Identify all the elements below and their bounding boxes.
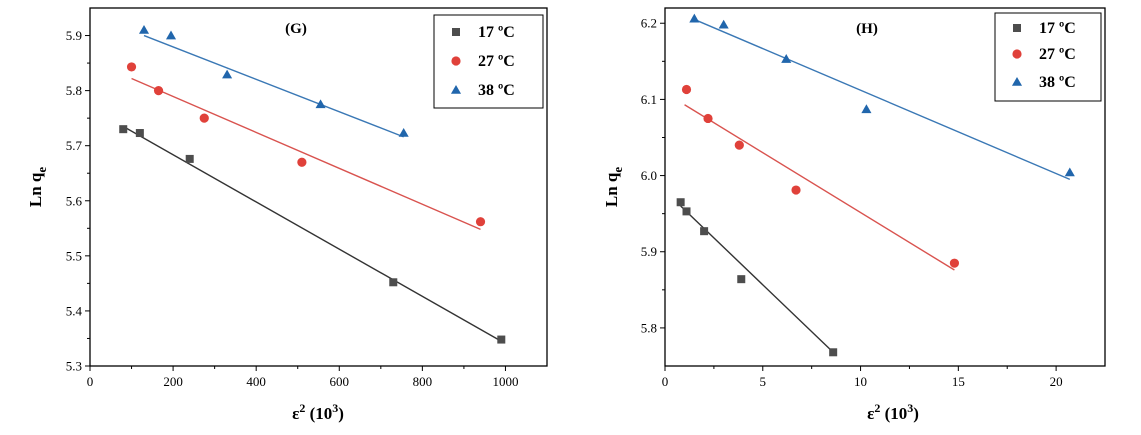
chart-g-point-38: [138, 24, 150, 34]
chart-h-ytick-label: 5.8: [641, 320, 657, 335]
chart-g-point-17: [135, 129, 144, 138]
chart-h-xtick-label: 5: [760, 374, 767, 389]
chart-g-legend: 17 ºC 27 ºC 38 ºC: [433, 14, 544, 109]
chart-g-point-17: [497, 335, 506, 344]
chart-h-point-38: [1064, 167, 1075, 177]
chart-g-point-17: [389, 278, 398, 287]
chart-h-point-27: [791, 185, 801, 195]
chart-h-y-axis-label: Ln qe: [602, 167, 625, 208]
chart-h-point-38: [689, 13, 700, 23]
chart-g-xtick-label: 600: [330, 374, 350, 389]
chart-g-legend-marker-38: [450, 84, 462, 94]
chart-g-point-27: [153, 86, 164, 96]
chart-g-legend-label-27: 27 ºC: [478, 53, 515, 70]
chart-h-frame: [664, 7, 1106, 367]
chart-h-point-17: [700, 227, 709, 236]
chart-h-point-27: [734, 140, 744, 150]
chart-g-fit-line-17: [122, 125, 502, 342]
chart-g-ytick-label: 5.6: [66, 193, 83, 208]
chart-h-point-17: [829, 348, 838, 357]
chart-g-ytick-label: 5.9: [66, 28, 82, 43]
chart-h-legend-marker-27: [1012, 49, 1022, 59]
chart-g-xtick-label: 1000: [492, 374, 518, 389]
chart-g-legend-marker-17: [452, 28, 460, 36]
chart-g-y-axis-label: Ln qe: [26, 167, 49, 208]
chart-h-legend-marker-17: [1013, 24, 1021, 32]
chart-h-x-axis-label: ε2 (103): [867, 401, 919, 423]
chart-g-points: [119, 24, 506, 344]
chart-g-ytick-label: 5.8: [66, 83, 82, 98]
chart-h-ytick-label: 6.2: [641, 16, 657, 31]
chart-g-ytick-label: 5.3: [66, 359, 82, 374]
chart-g-legend-marker-27: [451, 56, 461, 66]
chart-g-point-38: [315, 99, 326, 109]
chart-g-fit-line-38: [143, 34, 404, 138]
chart-g: 0 200 400 600 800 1000 5.3 5.4 5.5 5.6 5.7 5.8 5.9 (…: [26, 7, 548, 423]
chart-g-xtick-label: 0: [87, 374, 94, 389]
chart-g-frame: [89, 7, 548, 367]
chart-h-xtick-label: 10: [854, 374, 867, 389]
chart-h-legend-marker-38: [1011, 76, 1023, 86]
chart-h-point-27: [949, 258, 960, 268]
chart-g-xtick-label: 800: [413, 374, 433, 389]
chart-g-ytick-label: 5.4: [66, 303, 83, 318]
chart-h-legend: 17 ºC 27 ºC 38 ºC: [994, 12, 1102, 102]
chart-g-panel-label: (G): [285, 21, 307, 37]
chart-g-legend-label-17: 17 ºC: [478, 24, 515, 41]
chart-h-point-38: [718, 19, 729, 29]
chart-g-point-17: [185, 154, 194, 163]
chart-g-point-27: [199, 113, 209, 123]
chart-h-legend-label-27: 27 ºC: [1039, 46, 1076, 63]
chart-h-point-17: [682, 207, 691, 216]
chart-h-fit-line-38: [694, 18, 1071, 181]
chart-g-xtick-label: 400: [246, 374, 266, 389]
chart-g-point-27: [475, 217, 486, 227]
chart-h-points: [676, 13, 1075, 357]
chart-g-ytick-label: 5.7: [66, 138, 83, 153]
chart-h-ytick-label: 5.9: [641, 244, 657, 259]
chart-h-point-38: [861, 104, 872, 114]
chart-h-point-17: [676, 198, 685, 207]
chart-h-ytick-label: 6.0: [641, 168, 657, 183]
chart-h-point-27: [681, 84, 692, 95]
chart-h-point-38: [781, 53, 792, 63]
chart-g-xtick-label: 200: [163, 374, 183, 389]
chart-g-point-38: [222, 69, 233, 79]
chart-h-panel-label: (H): [856, 21, 878, 37]
chart-g-x-axis-label: ε2 (103): [292, 401, 344, 423]
chart-g-ytick-label: 5.5: [66, 248, 82, 263]
chart-h-legend-label-38: 38 ºC: [1039, 74, 1076, 91]
chart-h-legend-box: [994, 12, 1102, 102]
chart-g-ticks: 0 200 400 600 800 1000 5.3 5.4 5.5 5.6 5.7 5.8 5.9: [66, 28, 519, 389]
chart-g-fit-line-27: [131, 77, 481, 231]
chart-h-legend-label-17: 17 ºC: [1039, 20, 1076, 37]
chart-g-point-38: [165, 30, 177, 40]
chart-h-point-27: [703, 113, 713, 124]
chart-h: 0 5 10 15 20 5.8 5.9 6.0 6.1 6.2 (H) ε2 (103) Ln …: [602, 7, 1106, 423]
chart-h-ytick-label: 6.1: [641, 92, 657, 107]
chart-h-xtick-label: 20: [1050, 374, 1063, 389]
chart-h-ticks: 0 5 10 15 20 5.8 5.9 6.0 6.1 6.2: [641, 16, 1063, 389]
chart-h-fit-line-27: [684, 104, 955, 271]
chart-g-point-27: [297, 157, 307, 167]
chart-g-point-27: [126, 62, 137, 72]
chart-h-xtick-label: 15: [952, 374, 965, 389]
chart-g-point-17: [119, 125, 128, 134]
chart-g-point-38: [398, 127, 409, 137]
chart-h-xtick-label: 0: [662, 374, 669, 389]
chart-h-point-17: [737, 275, 746, 284]
chart-g-legend-label-38: 38 ºC: [478, 82, 515, 99]
